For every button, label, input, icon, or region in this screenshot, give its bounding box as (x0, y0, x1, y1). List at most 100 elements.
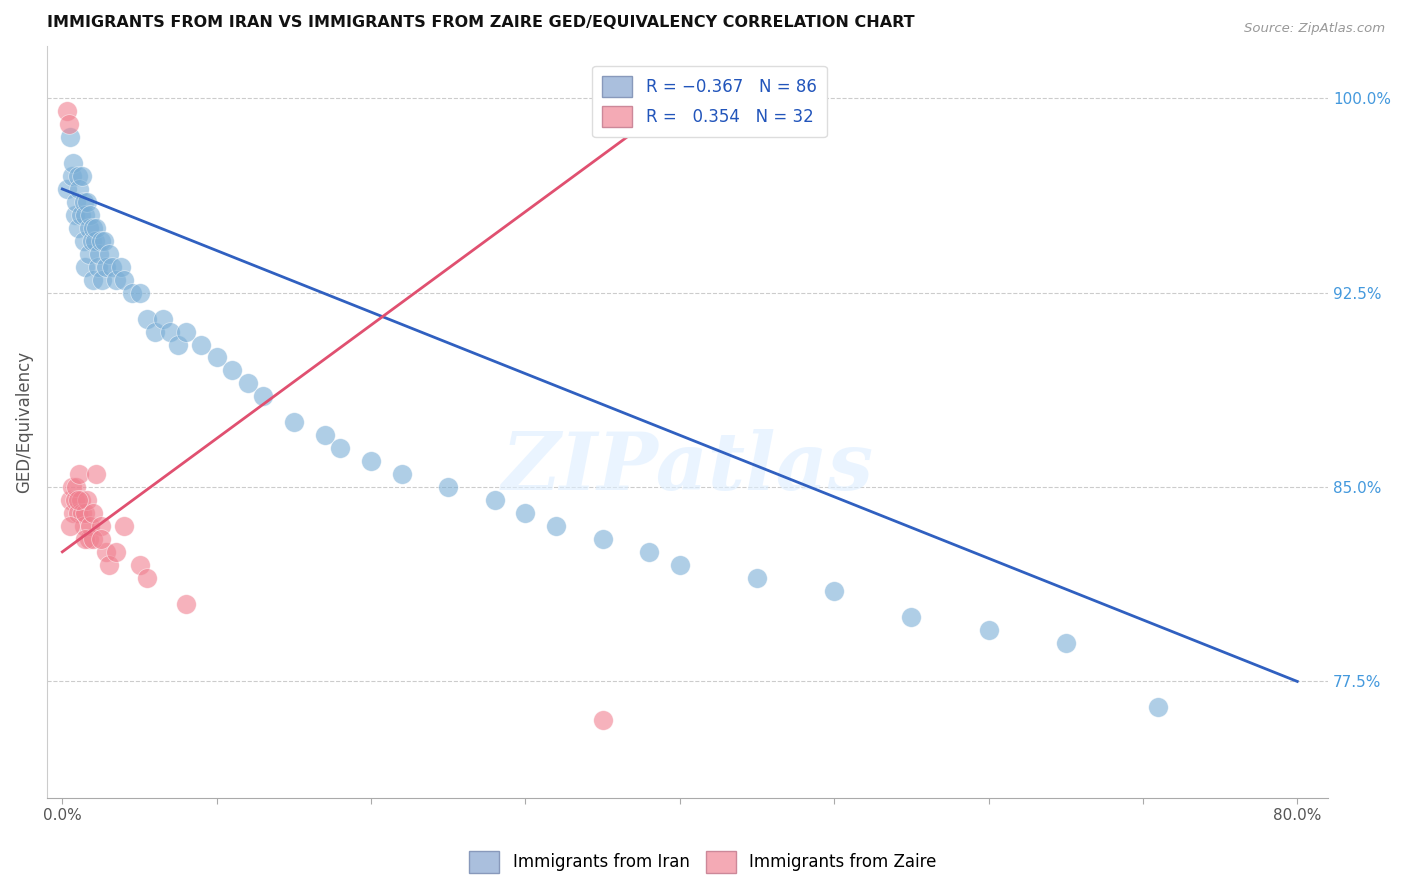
Point (1147, 700, 1170, 714)
Point (66, 220, 89, 235)
Legend: R = −0.367   N = 86, R =   0.354   N = 32: R = −0.367 N = 86, R = 0.354 N = 32 (592, 66, 827, 137)
Point (62, 506, 84, 520)
Point (1054, 635, 1077, 649)
Point (82, 220, 104, 235)
Point (80, 234, 103, 248)
Point (65, 480, 87, 494)
Point (63, 208, 86, 222)
Point (121, 285, 143, 300)
Point (72, 506, 94, 520)
Point (110, 260, 132, 274)
Point (167, 337, 190, 351)
Point (236, 376, 259, 391)
Point (82, 273, 104, 287)
Point (143, 325, 166, 339)
Point (82, 532, 104, 546)
Point (77, 247, 100, 261)
Point (252, 389, 274, 403)
Point (112, 273, 135, 287)
Point (152, 311, 174, 326)
Point (136, 311, 159, 326)
Point (329, 441, 352, 455)
Legend: Immigrants from Iran, Immigrants from Zaire: Immigrants from Iran, Immigrants from Za… (463, 845, 943, 880)
Point (75, 260, 97, 274)
Point (83, 234, 105, 248)
Point (592, 532, 614, 546)
Point (63, 493, 86, 508)
Point (75, 532, 97, 546)
Point (105, 273, 128, 287)
Point (82, 506, 104, 520)
Point (745, 571, 768, 585)
Point (77, 220, 100, 235)
Point (76, 194, 98, 209)
Point (90, 234, 112, 248)
Point (159, 325, 181, 339)
Point (87, 260, 110, 274)
Point (84, 220, 107, 235)
Point (65, 194, 87, 209)
Point (77, 532, 100, 546)
Point (79, 208, 101, 222)
Point (75, 208, 97, 222)
Point (94, 545, 117, 559)
Point (70, 493, 93, 508)
Point (91, 273, 114, 287)
Point (59, 493, 82, 508)
Point (90, 519, 112, 533)
Point (900, 609, 922, 624)
Point (546, 519, 568, 533)
Text: ZIPatlas: ZIPatlas (502, 428, 873, 506)
Point (174, 597, 197, 611)
Point (56, 182, 79, 196)
Point (977, 623, 1000, 637)
Point (59, 519, 82, 533)
Point (823, 583, 845, 598)
Point (174, 325, 197, 339)
Point (437, 480, 460, 494)
Point (60, 480, 83, 494)
Text: IMMIGRANTS FROM IRAN VS IMMIGRANTS FROM ZAIRE GED/EQUIVALENCY CORRELATION CHART: IMMIGRANTS FROM IRAN VS IMMIGRANTS FROM … (46, 15, 914, 30)
Point (105, 545, 128, 559)
Point (60, 169, 83, 183)
Point (360, 454, 382, 468)
Point (100, 260, 122, 274)
Point (90, 532, 112, 546)
Point (84, 467, 107, 481)
Point (112, 519, 135, 533)
Point (94, 260, 117, 274)
Point (73, 234, 96, 248)
Point (67, 467, 90, 481)
Point (58, 117, 80, 131)
Point (66, 169, 89, 183)
Point (62, 156, 84, 170)
Point (66, 506, 89, 520)
Point (128, 558, 150, 572)
Point (72, 169, 94, 183)
Text: Source: ZipAtlas.com: Source: ZipAtlas.com (1244, 22, 1385, 36)
Point (93, 234, 115, 248)
Point (89, 247, 111, 261)
Point (221, 363, 243, 377)
Point (484, 493, 506, 508)
Point (283, 415, 305, 429)
Point (136, 571, 159, 585)
Point (59, 130, 82, 145)
Point (128, 285, 150, 300)
Point (391, 467, 413, 481)
Point (515, 506, 537, 520)
Point (592, 714, 614, 728)
Point (97, 247, 120, 261)
Point (75, 506, 97, 520)
Point (76, 493, 98, 508)
Y-axis label: GED/Equivalency: GED/Equivalency (15, 351, 32, 493)
Point (314, 428, 336, 442)
Point (97, 558, 120, 572)
Point (70, 208, 93, 222)
Point (205, 351, 228, 365)
Point (67, 182, 90, 196)
Point (79, 519, 101, 533)
Point (190, 337, 212, 351)
Point (66, 493, 89, 508)
Point (73, 519, 96, 533)
